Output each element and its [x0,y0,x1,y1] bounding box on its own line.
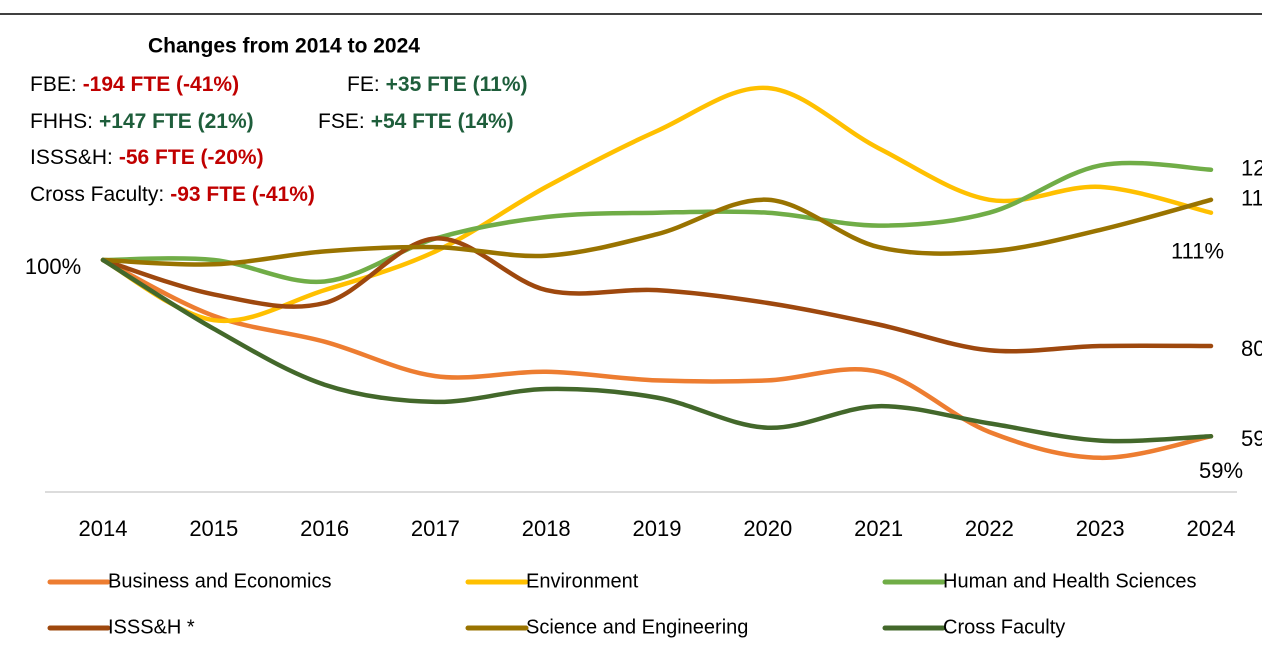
x-tick-label: 2014 [79,516,128,541]
annotation-item: FE: +35 FTE (11%) [347,73,527,96]
value-label: 59% [1199,458,1243,483]
value-label: 114% [1241,186,1262,211]
x-tick-label: 2015 [189,516,238,541]
value-label: 80% [1241,336,1262,361]
x-tick-label: 2021 [854,516,903,541]
annotation-title: Changes from 2014 to 2024 [148,35,420,58]
annotation-label: ISSS&H: [30,146,113,169]
legend-label: Environment [526,570,639,592]
legend-label: ISSS&H * [108,616,195,638]
x-tick-label: 2016 [300,516,349,541]
value-label: 100% [25,254,81,279]
annotation-change: -93 FTE (-41%) [170,183,315,206]
annotation-item: FSE: +54 FTE (14%) [318,110,514,133]
series-line [100,257,1214,444]
annotation-label: FBE: [30,73,77,96]
x-tick-label: 2019 [633,516,682,541]
annotation-item: ISSS&H: -56 FTE (-20%) [30,146,264,169]
annotation-change: -194 FTE (-41%) [83,73,239,96]
annotation-item: FBE: -194 FTE (-41%) [30,73,239,96]
annotation-change: +147 FTE (21%) [99,110,254,133]
value-label: 111% [1171,239,1224,264]
x-tick-label: 2020 [743,516,792,541]
x-tick-label: 2024 [1187,516,1236,541]
annotation-item: FHHS: +147 FTE (21%) [30,110,254,133]
legend-label: Cross Faculty [943,616,1065,638]
annotation-change: -56 FTE (-20%) [119,146,264,169]
legend-label: Human and Health Sciences [943,570,1196,592]
x-tick-label: 2017 [411,516,460,541]
series-line [100,197,1214,267]
value-label: 59% [1241,426,1262,451]
annotation-item: Cross Faculty: -93 FTE (-41%) [30,183,315,206]
series-line [100,236,1214,354]
series-line [100,160,1214,285]
annotation-change: +54 FTE (14%) [371,110,514,133]
annotation-label: FHHS: [30,110,93,133]
legend-label: Science and Engineering [526,616,748,638]
annotation-change: +35 FTE (11%) [386,73,528,96]
x-tick-label: 2022 [965,516,1014,541]
series-line [100,85,1214,324]
annotation-label: Cross Faculty: [30,183,164,206]
annotation-label: FSE: [318,110,365,133]
x-tick-label: 2023 [1076,516,1125,541]
series-line [100,257,1214,461]
annotation-label: FE: [347,73,380,96]
value-label: 121% [1241,156,1262,181]
legend-label: Business and Economics [108,570,331,592]
x-tick-label: 2018 [522,516,571,541]
